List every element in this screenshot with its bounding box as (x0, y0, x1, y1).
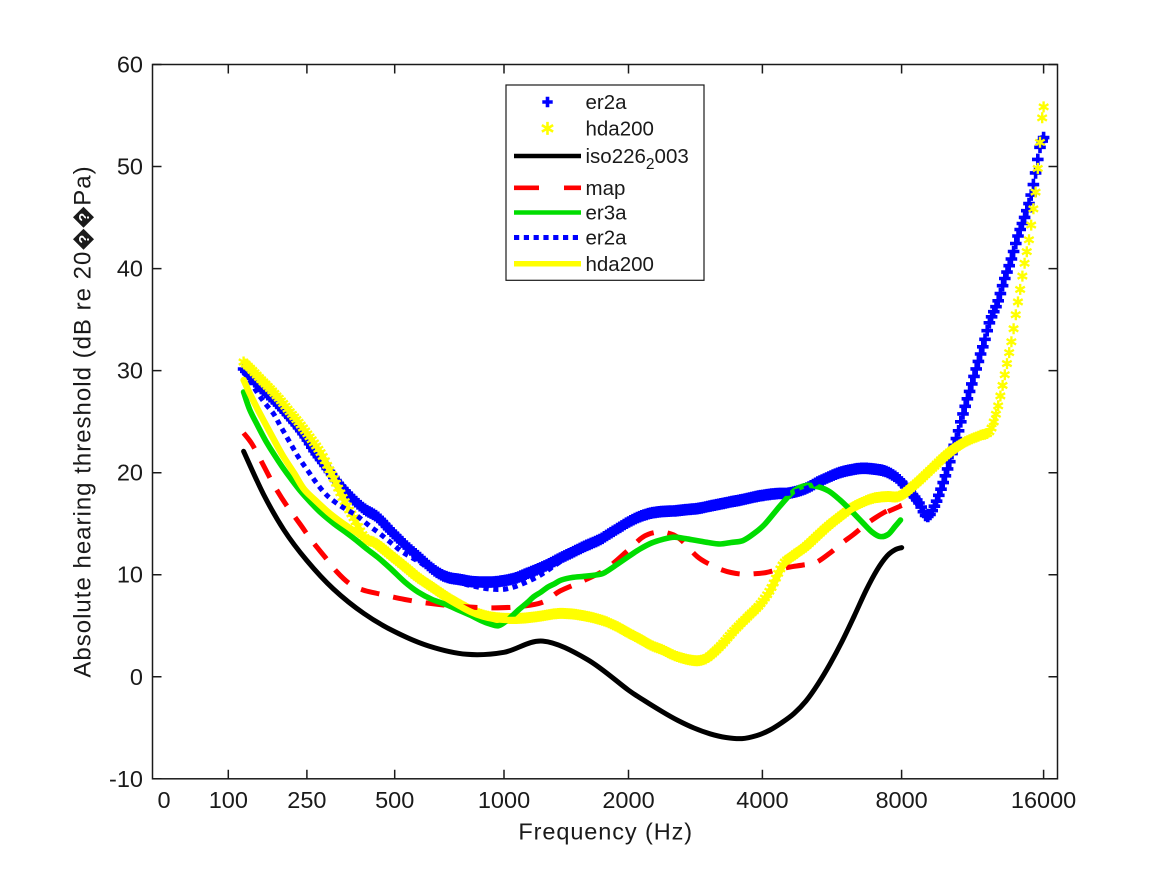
svg-text:er3a: er3a (586, 202, 628, 225)
svg-text:10: 10 (117, 562, 143, 588)
svg-text:Pa): Pa) (70, 165, 97, 205)
svg-text:?: ? (77, 235, 93, 244)
svg-text:-10: -10 (109, 766, 143, 792)
svg-text:Absolute hearing threshold (dB: Absolute hearing threshold (dB re 20 (70, 251, 97, 678)
svg-text:2000: 2000 (602, 787, 654, 813)
svg-text:40: 40 (117, 256, 143, 282)
svg-text:4000: 4000 (736, 787, 788, 813)
svg-text:0: 0 (130, 664, 143, 690)
svg-text:8000: 8000 (875, 787, 927, 813)
svg-text:50: 50 (117, 154, 143, 180)
svg-text:er2a: er2a (586, 227, 628, 250)
svg-text:1000: 1000 (478, 787, 530, 813)
svg-text:hda200: hda200 (586, 253, 654, 276)
svg-text:250: 250 (287, 787, 326, 813)
svg-text:?: ? (77, 213, 93, 222)
svg-text:500: 500 (375, 787, 414, 813)
svg-text:er2a: er2a (586, 91, 628, 114)
svg-text:Frequency (Hz): Frequency (Hz) (518, 819, 693, 845)
svg-text:20: 20 (117, 460, 143, 486)
svg-text:16000: 16000 (1011, 787, 1076, 813)
svg-text:hda200: hda200 (586, 117, 654, 140)
svg-text:100: 100 (209, 787, 248, 813)
svg-text:0: 0 (157, 787, 170, 813)
svg-text:60: 60 (117, 52, 143, 78)
svg-text:30: 30 (117, 358, 143, 384)
svg-text:map: map (586, 177, 626, 200)
